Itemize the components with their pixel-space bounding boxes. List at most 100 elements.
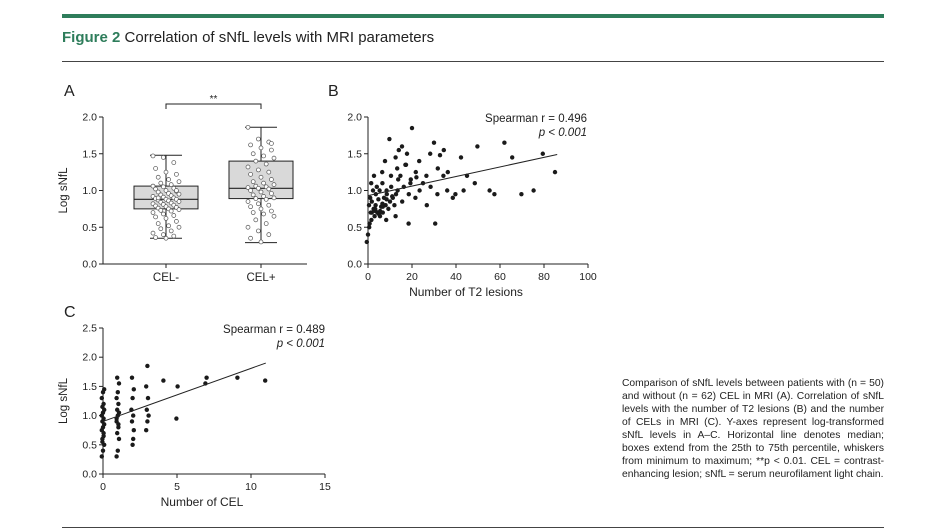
- panel-label-a: A: [64, 83, 75, 100]
- chart-b-point: [372, 214, 377, 219]
- chart-a-point: [155, 189, 161, 195]
- chart-c-point: [116, 436, 122, 442]
- chart-a-point: [174, 171, 179, 177]
- chart-b-point: [472, 180, 477, 186]
- chart-a-point: [245, 124, 251, 130]
- chart-b-point: [373, 208, 378, 214]
- chart-a-point: [163, 216, 169, 221]
- chart-b-point: [399, 144, 405, 149]
- chart-a-point: [261, 180, 266, 186]
- chart-c-point: [101, 433, 106, 439]
- chart-b-point: [414, 175, 419, 180]
- chart-b-point: [386, 206, 391, 212]
- chart-a-point: [245, 224, 251, 230]
- chart-a-point: [171, 233, 177, 239]
- chart-a-point: [263, 221, 269, 226]
- chart-a-point: [263, 161, 269, 167]
- chart-c-point: [116, 381, 122, 386]
- chart-b-x-tick-label: 60: [494, 271, 506, 283]
- chart-c-point: [144, 428, 149, 433]
- chart-a-point: [269, 141, 274, 146]
- chart-b-point: [388, 173, 394, 178]
- chart-c-point: [174, 416, 179, 421]
- chart-a-point: [155, 221, 161, 226]
- chart-b-point: [406, 221, 411, 226]
- chart-b-x-tick-label: 20: [406, 271, 418, 283]
- chart-a-category-label: CEL+: [246, 272, 275, 284]
- chart-b-point: [380, 180, 385, 186]
- figure-title: Correlation of sNfL levels with MRI para…: [124, 29, 435, 46]
- chart-c-point: [99, 454, 104, 459]
- chart-c-y-tick-label: 0.5: [82, 439, 97, 451]
- chart-a-point: [176, 224, 182, 230]
- chart-c-point: [101, 401, 106, 407]
- chart-c-point: [145, 363, 150, 369]
- chart-b-point: [475, 144, 480, 149]
- chart-a-point: [161, 211, 166, 217]
- chart-c-y-tick-label: 0.0: [82, 469, 97, 481]
- chart-b-point: [369, 210, 374, 215]
- chart-b-point: [367, 225, 372, 230]
- chart-c-point: [130, 442, 135, 447]
- panel-label-c: C: [64, 304, 76, 321]
- chart-b-point: [396, 147, 401, 153]
- chart-a-point: [250, 151, 256, 157]
- chart-b-point: [398, 173, 403, 178]
- chart-c-x-tick-label: 5: [174, 481, 180, 493]
- chart-a-point: [269, 177, 274, 182]
- chart-b-point: [387, 199, 393, 204]
- chart-a-point: [253, 196, 259, 201]
- chart-c-point: [161, 378, 166, 383]
- chart-c-point: [116, 422, 121, 427]
- chart-b-point: [445, 169, 450, 175]
- chart-c-point: [204, 375, 209, 380]
- chart-c-fit-line: [102, 362, 266, 422]
- chart-c-point: [102, 387, 107, 392]
- chart-c-y-tick-label: 2.0: [82, 352, 97, 364]
- chart-a-point: [166, 177, 171, 182]
- figure-caption: Comparison of sNfL levels between patien…: [622, 378, 884, 480]
- chart-a-point: [266, 202, 272, 208]
- chart-b-point: [552, 169, 558, 175]
- chart-c-x-label: Number of CEL: [161, 495, 244, 509]
- chart-b-point: [435, 166, 440, 171]
- chart-a-point: [258, 189, 264, 195]
- chart-b-point: [433, 221, 438, 226]
- chart-a-point: [163, 169, 169, 175]
- bottom-divider: [62, 527, 884, 528]
- chart-a-point: [258, 206, 264, 212]
- chart-a-point: [266, 232, 272, 237]
- chart-b-point: [393, 191, 399, 197]
- chart-c-point: [131, 387, 136, 392]
- chart-b-point: [492, 191, 497, 197]
- chart-c-point: [145, 419, 150, 424]
- chart-b-x-tick-label: 0: [365, 271, 371, 283]
- chart-a-point: [158, 207, 164, 213]
- chart-b-point: [373, 203, 378, 208]
- chart-b-point: [380, 210, 385, 215]
- chart-b-point: [390, 194, 395, 199]
- chart-a-point: [271, 155, 277, 161]
- chart-b-point: [435, 191, 440, 197]
- chart-a-point: [168, 208, 174, 214]
- chart-c-point: [131, 428, 136, 433]
- chart-a-point: [261, 211, 266, 217]
- chart-a-point: [256, 228, 261, 234]
- chart-b-point: [370, 188, 376, 193]
- chart-b-point: [417, 188, 422, 193]
- chart-b-point: [413, 195, 418, 201]
- chart-b-point: [403, 162, 409, 167]
- chart-c-y-tick-label: 1.5: [82, 381, 97, 393]
- chart-a-point: [266, 186, 272, 192]
- chart-b-point: [453, 191, 458, 197]
- chart-c-annotation-r: Spearman r = 0.489: [223, 324, 325, 336]
- chart-b-point: [424, 203, 429, 208]
- chart-a-point: [155, 174, 161, 180]
- chart-b-point: [380, 169, 385, 175]
- chart-b-point: [366, 203, 372, 208]
- chart-c-point: [131, 413, 136, 418]
- chart-a-y-tick-label: 1.5: [82, 148, 97, 160]
- chart-c-point: [129, 419, 135, 424]
- chart-a-point: [158, 226, 164, 232]
- chart-c-x-tick-label: 10: [245, 481, 257, 493]
